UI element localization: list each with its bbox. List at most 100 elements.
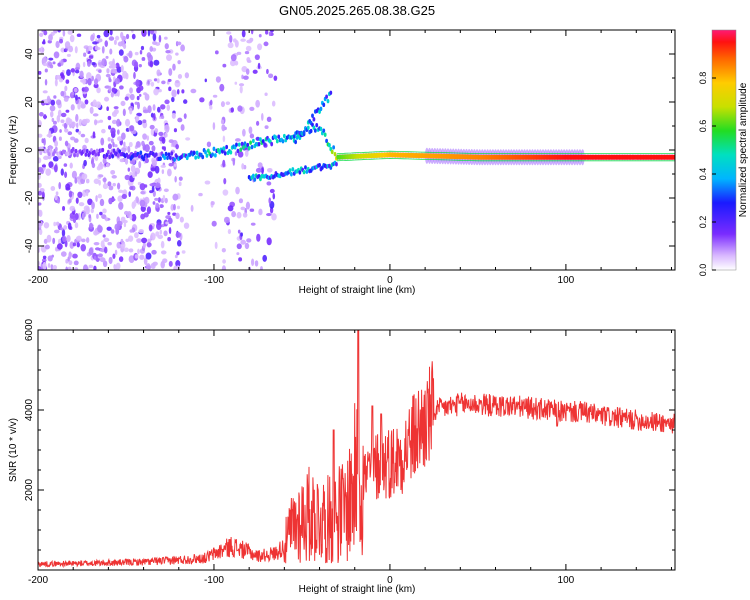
spectrogram-noise-cell: [92, 131, 96, 139]
spectrogram-noise-cell: [58, 136, 62, 141]
spectrogram-noise-cell: [93, 78, 99, 86]
spectrogram-noise-cell: [234, 81, 238, 85]
spectrogram-noise-cell: [43, 62, 47, 67]
spectrogram-noise-cell: [38, 47, 42, 52]
spectrogram-noise-cell: [161, 80, 166, 85]
spectrogram-noise-cell: [91, 162, 96, 169]
spectrogram-noise-cell: [83, 52, 87, 57]
spectrogram-noise-cell: [124, 118, 131, 127]
spectrogram-noise-cell: [88, 264, 94, 269]
spectrogram-noise-cell: [238, 83, 245, 87]
spectrogram-noise-cell: [181, 250, 186, 254]
spectrogram-noise-cell: [80, 133, 86, 138]
spectrogram-ridge-cell: [106, 149, 110, 155]
y-tick-label: 6000: [24, 318, 35, 341]
spectrogram-noise-cell: [57, 30, 62, 33]
spectrogram-noise-cell: [151, 185, 155, 192]
spectrogram-noise-cell: [261, 113, 264, 121]
spectrogram-noise-cell: [75, 122, 79, 129]
spectrogram-ridge-cell: [94, 152, 98, 157]
spectrogram-noise-cell: [42, 255, 47, 260]
spectrogram-noise-cell: [128, 191, 132, 198]
spectrogram-noise-cell: [149, 183, 156, 187]
spectrogram-noise-cell: [147, 80, 150, 85]
spectrogram-noise-cell: [82, 61, 86, 68]
spectrogram-noise-cell: [131, 30, 134, 33]
spectrogram-noise-cell: [38, 266, 42, 270]
spectrogram-noise-cell: [172, 212, 177, 216]
spectrogram-noise-cell: [141, 237, 148, 244]
spectrogram-noise-cell: [118, 189, 124, 193]
spectrogram-noise-cell: [160, 250, 167, 255]
spectrogram-noise-cell: [236, 243, 242, 250]
spectrogram-noise-cell: [160, 104, 166, 110]
spectrogram-noise-cell: [172, 193, 179, 201]
spectrogram-noise-cell: [69, 241, 75, 249]
spectrogram-ridge-cell: [213, 153, 217, 158]
spectrogram-noise-cell: [156, 69, 161, 77]
x-tick-label: 0: [387, 575, 393, 586]
spectrogram-noise-cell: [236, 252, 240, 256]
spectrogram-ridge-cell: [250, 144, 254, 150]
spectrogram-noise-cell: [107, 241, 112, 246]
spectrogram-noise-cell: [153, 113, 156, 121]
spectrogram-noise-cell: [78, 130, 82, 135]
spectrogram-noise-cell: [142, 109, 149, 114]
spectrogram-noise-cell: [85, 46, 89, 54]
spectrogram-noise-cell: [87, 77, 92, 86]
spectrogram-noise-cell: [230, 54, 237, 62]
spectrogram-ridge-cell: [309, 128, 313, 134]
spectrogram-noise-cell: [229, 35, 233, 43]
spectrogram-noise-cell: [67, 222, 72, 230]
spectrogram-noise-cell: [85, 237, 90, 244]
spectrogram-noise-cell: [198, 192, 203, 197]
spectrogram-noise-cell: [172, 63, 176, 71]
spectrogram-noise-cell: [42, 90, 48, 94]
spectrogram-noise-cell: [105, 55, 109, 59]
spectrogram-xlabel: Height of straight line (km): [299, 285, 416, 296]
spectrogram-noise-cell: [102, 208, 107, 214]
y-tick-label: -40: [24, 238, 35, 253]
spectrogram-noise-cell: [128, 235, 134, 242]
spectrogram-noise-cell: [157, 106, 161, 113]
spectrogram-ridge-cell: [205, 153, 209, 158]
spectrogram-ridge-cell: [167, 152, 171, 157]
spectrogram-noise-cell: [256, 233, 261, 242]
spectrogram-noise-cell: [221, 247, 226, 253]
spectrogram-branch-cell: [298, 170, 302, 175]
spectrogram-noise-cell: [271, 100, 276, 107]
spectrogram-noise-cell: [125, 72, 129, 80]
spectrogram-noise-cell: [225, 101, 231, 106]
spectrogram-noise-cell: [119, 85, 124, 90]
spectrogram-noise-cell: [163, 188, 169, 193]
spectrogram-noise-cell: [41, 41, 46, 45]
spectrogram-noise-cell: [41, 191, 45, 199]
spectrogram-noise-cell: [38, 209, 43, 217]
spectrogram-noise-cell: [128, 50, 133, 59]
spectrogram-noise-cell: [112, 253, 116, 259]
spectrogram-noise-cell: [59, 227, 64, 231]
y-tick-label: 20: [24, 96, 35, 108]
spectrogram-noise-cell: [129, 159, 136, 165]
spectrogram-noise-cell: [38, 173, 41, 180]
spectrogram-ridge-cell: [221, 149, 224, 154]
spectrogram-noise-cell: [154, 197, 159, 201]
spectrogram-noise-cell: [62, 235, 67, 243]
spectrogram-noise-cell: [81, 212, 85, 220]
spectrogram-noise-cell: [116, 89, 120, 97]
spectrogram-noise-cell: [168, 260, 173, 267]
spectrogram-noise-cell: [242, 212, 248, 218]
spectrogram-ridge-cell: [116, 153, 120, 158]
spectrogram-noise-cell: [167, 211, 171, 215]
spectrogram-noise-cell: [89, 106, 94, 114]
snr-series-line: [38, 330, 675, 569]
x-tick-label: 100: [558, 575, 575, 586]
spectrogram-noise-cell: [151, 159, 158, 167]
spectrogram-ridge-cell: [204, 150, 207, 155]
spectrogram-noise-cell: [108, 125, 112, 130]
spectrogram-noise-cell: [120, 100, 126, 107]
spectrogram-noise-cell: [90, 208, 94, 214]
spectrogram-noise-cell: [57, 238, 62, 245]
spectrogram-noise-cell: [93, 83, 99, 89]
spectrogram-noise-cell: [55, 40, 60, 49]
